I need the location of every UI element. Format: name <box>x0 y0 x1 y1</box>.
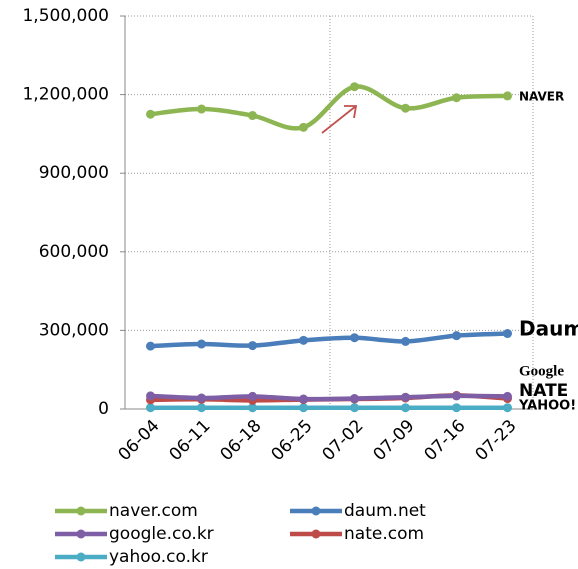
legend-marker <box>76 552 86 562</box>
y-tick-label: 900,000 <box>39 163 109 183</box>
point <box>299 122 308 132</box>
y-tick-label: 1,200,000 <box>22 85 109 105</box>
legend-label: daum.net <box>344 501 426 521</box>
legend-label: yahoo.co.kr <box>109 547 208 567</box>
x-tick-label: 07-02 <box>318 416 367 465</box>
point <box>452 331 461 341</box>
point <box>401 103 410 113</box>
legend-marker <box>76 529 86 539</box>
point <box>146 403 155 413</box>
point <box>452 391 461 401</box>
point <box>299 403 308 413</box>
logo: Daum <box>519 317 578 341</box>
point <box>146 391 155 401</box>
x-tick-label: 07-16 <box>420 416 469 465</box>
point <box>350 394 359 404</box>
x-tick-label: 06-18 <box>216 416 265 465</box>
point <box>299 394 308 404</box>
series-line <box>150 84 508 131</box>
point <box>299 335 308 345</box>
y-tick-label: 0 <box>98 399 109 419</box>
logo: NATE <box>519 381 568 401</box>
arrow <box>321 105 358 134</box>
logo: Google <box>519 363 564 379</box>
x-tick-label: 06-25 <box>267 416 316 465</box>
x-tick-label: 06-11 <box>165 416 214 465</box>
x-tick-label: 06-04 <box>114 416 163 465</box>
point <box>350 333 359 343</box>
legend-label: google.co.kr <box>109 524 214 544</box>
point <box>197 104 206 114</box>
point <box>401 392 410 402</box>
y-tick-label: 300,000 <box>39 320 109 340</box>
legend-label: naver.com <box>109 501 198 521</box>
point <box>503 391 512 401</box>
point <box>452 93 461 103</box>
point <box>197 339 206 349</box>
logo: NAVER <box>519 90 564 104</box>
point <box>248 111 257 121</box>
point <box>248 391 257 401</box>
point <box>401 336 410 346</box>
legend-marker <box>311 529 321 539</box>
y-tick-label: 1,500,000 <box>22 6 109 26</box>
point <box>503 329 512 339</box>
legend-label: nate.com <box>344 524 424 544</box>
legend-marker <box>76 506 86 516</box>
point <box>503 403 512 413</box>
logo: YAHOO! <box>518 399 576 414</box>
point <box>503 91 512 101</box>
point <box>248 341 257 351</box>
point <box>248 403 257 413</box>
point <box>146 109 155 119</box>
point <box>401 403 410 413</box>
plot-frame <box>124 15 534 410</box>
legend-marker <box>311 506 321 516</box>
point <box>452 403 461 413</box>
point <box>350 403 359 413</box>
x-tick-label: 07-09 <box>369 416 418 465</box>
point <box>146 341 155 351</box>
point <box>197 403 206 413</box>
x-tick-label: 07-23 <box>471 416 520 465</box>
point <box>350 82 359 92</box>
point <box>197 393 206 403</box>
y-tick-label: 600,000 <box>39 242 109 262</box>
